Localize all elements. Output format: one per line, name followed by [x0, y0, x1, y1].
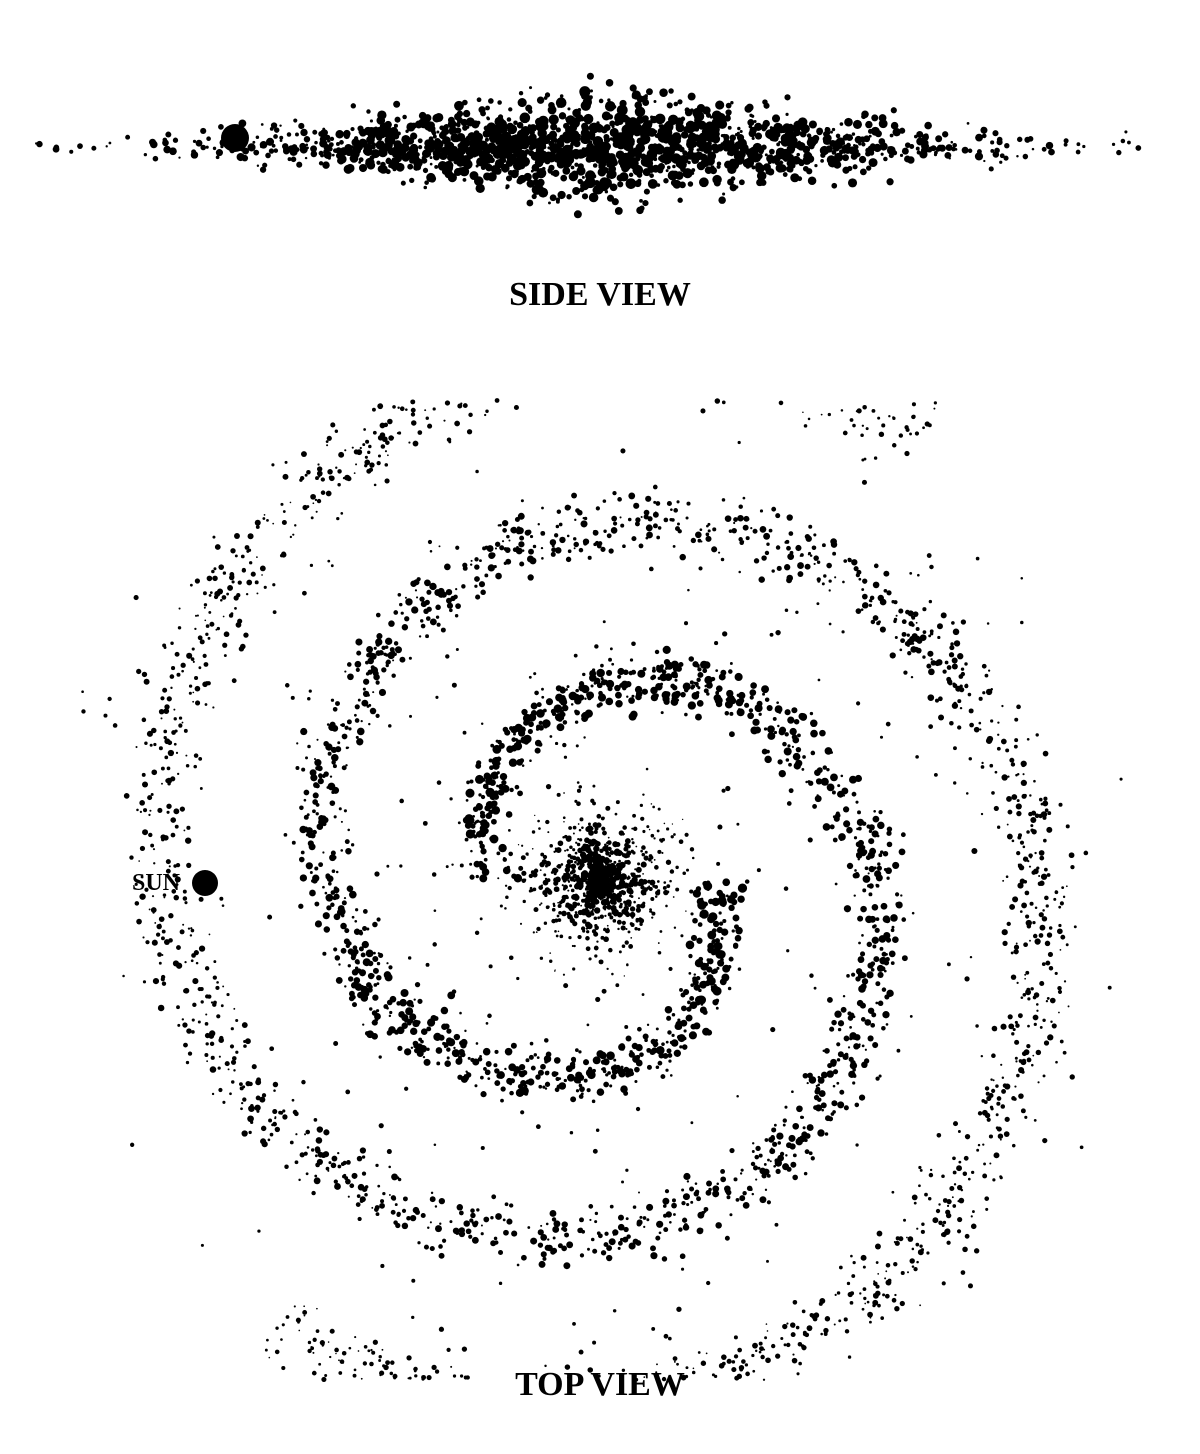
sun-marker-top	[192, 870, 218, 896]
top-view-group	[81, 398, 1122, 1382]
side-view-caption: SIDE VIEW	[0, 276, 1200, 314]
sun-marker-side	[221, 124, 249, 152]
figure-container: SIDE VIEW TOP VIEW SUN	[0, 0, 1200, 1454]
galaxy-svg	[0, 0, 1200, 1454]
sun-label: SUN	[132, 870, 180, 897]
side-view-group	[35, 73, 1141, 219]
top-view-caption: TOP VIEW	[0, 1366, 1200, 1404]
